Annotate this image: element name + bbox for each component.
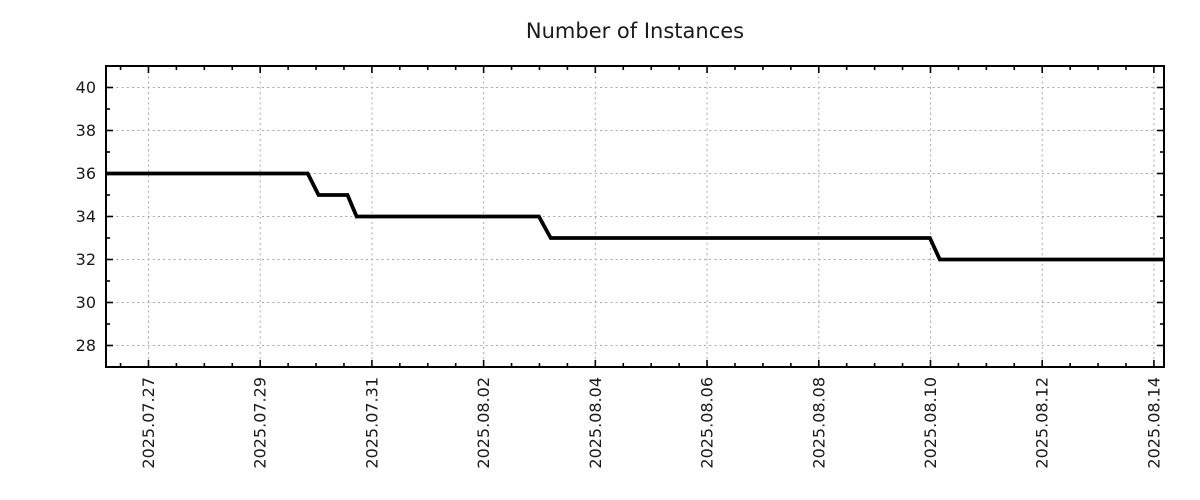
x-tick-label: 2025.08.08: [809, 377, 828, 469]
y-tick-label: 30: [76, 293, 96, 312]
x-tick-label: 2025.08.14: [1144, 377, 1163, 469]
data-series: [106, 171, 1164, 262]
y-tick-label: 34: [76, 207, 96, 226]
x-tick-label: 2025.08.12: [1033, 377, 1052, 469]
x-tick-label: 2025.08.06: [698, 377, 717, 469]
axis-tick-labels: 28 30 32 34 36 38 40 2025.07.27 2025.07.29 2025.0…: [76, 78, 1164, 469]
x-tick-label: 2025.07.27: [139, 377, 158, 469]
y-tick-label: 28: [76, 336, 96, 355]
x-tick-label: 2025.08.10: [921, 377, 940, 469]
plot-border: [105, 65, 1165, 368]
y-tick-label: 32: [76, 250, 96, 269]
x-tick-label: 2025.07.31: [362, 377, 381, 469]
y-tick-label: 40: [76, 78, 96, 97]
chart-title: Number of Instances: [526, 19, 744, 43]
y-tick-label: 36: [76, 164, 96, 183]
x-tick-label: 2025.08.04: [586, 377, 605, 469]
x-tick-label: 2025.08.02: [474, 377, 493, 469]
x-tick-label: 2025.07.29: [251, 377, 270, 469]
data-line-instances: [106, 171, 1164, 262]
grid-lines: [106, 66, 1164, 367]
y-tick-label: 38: [76, 121, 96, 140]
